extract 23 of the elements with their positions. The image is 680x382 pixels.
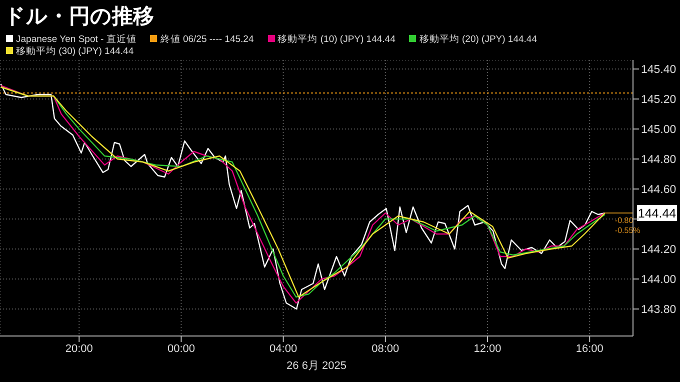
y-tick-label: 144.80 xyxy=(641,154,676,166)
x-tick-label: 00:00 xyxy=(167,342,195,355)
x-tick-label: 20:00 xyxy=(65,342,93,355)
legend-label: 移動平均 (10) (JPY) 144.44 xyxy=(276,34,396,46)
x-tick-label: 04:00 xyxy=(270,342,298,355)
legend-label: Japanese Yen Spot - 直近値 xyxy=(15,34,136,46)
x-tick-label: 16:00 xyxy=(576,342,604,355)
y-tick-label: 144.20 xyxy=(641,244,676,256)
legend-label: 移動平均 (20) (JPY) 144.44 xyxy=(418,34,537,46)
y-tick-label: 144.00 xyxy=(641,274,676,286)
y-tick-label: 143.80 xyxy=(641,304,676,316)
legend-label: 終値 06/25 ---- 145.24 xyxy=(159,34,254,46)
y-tick-label: 145.40 xyxy=(641,64,676,76)
y-tick-label: 144.60 xyxy=(641,184,676,196)
chart-title: ドル・円の推移 xyxy=(4,4,154,30)
annotation: 144.44 xyxy=(638,206,676,220)
annotation: -0.80 xyxy=(614,216,634,225)
y-tick-label: 145.20 xyxy=(641,94,676,106)
legend-label: 移動平均 (30) (JPY) 144.44 xyxy=(15,46,134,58)
y-tick-label: 145.00 xyxy=(641,124,676,136)
x-tick-label: 08:00 xyxy=(372,342,400,355)
x-tick-label: 12:00 xyxy=(474,342,502,355)
x-axis-title: 26 6月 2025 xyxy=(286,359,348,373)
